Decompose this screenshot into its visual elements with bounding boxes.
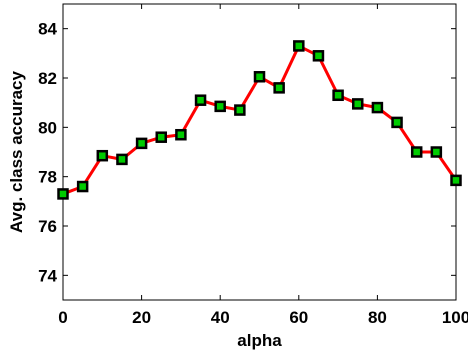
data-point [175, 128, 187, 141]
data-point [273, 82, 285, 94]
x-tick-label: 80 [368, 308, 387, 327]
data-point [155, 131, 167, 143]
y-tick-label: 84 [38, 20, 57, 39]
y-tick-label: 82 [38, 69, 57, 88]
data-point [312, 50, 325, 62]
data-point [371, 101, 384, 114]
x-tick-label: 20 [132, 308, 151, 327]
data-point [293, 40, 305, 52]
x-tick-label: 60 [289, 308, 308, 327]
data-point [332, 89, 344, 102]
x-axis-label: alpha [237, 331, 282, 350]
data-point [234, 104, 246, 116]
y-axis-label: Avg. class accuracy [7, 71, 26, 233]
y-tick-label: 78 [38, 168, 57, 187]
data-point [352, 98, 364, 110]
y-tick-label: 80 [38, 118, 57, 137]
data-point [450, 174, 462, 187]
data-point [391, 116, 403, 129]
y-tick-label: 76 [38, 217, 57, 236]
plot-border [62, 3, 457, 301]
data-point [76, 180, 89, 193]
data-point [194, 94, 207, 106]
data-point [57, 188, 69, 200]
x-tick-label: 100 [442, 308, 468, 327]
data-point [430, 146, 443, 158]
x-tick-label: 0 [58, 308, 67, 327]
data-point [135, 137, 148, 150]
data-point [116, 153, 128, 166]
data-point [410, 146, 423, 158]
series-layer [57, 40, 462, 200]
axis-ticks: 0 20 40 60 80 100 74 76 78 80 82 84 [38, 4, 468, 327]
plot-frame [62, 3, 457, 301]
data-point [214, 100, 226, 113]
data-point [253, 71, 266, 83]
data-point [96, 149, 109, 162]
y-tick-label: 74 [38, 266, 57, 285]
x-tick-label: 40 [211, 308, 230, 327]
